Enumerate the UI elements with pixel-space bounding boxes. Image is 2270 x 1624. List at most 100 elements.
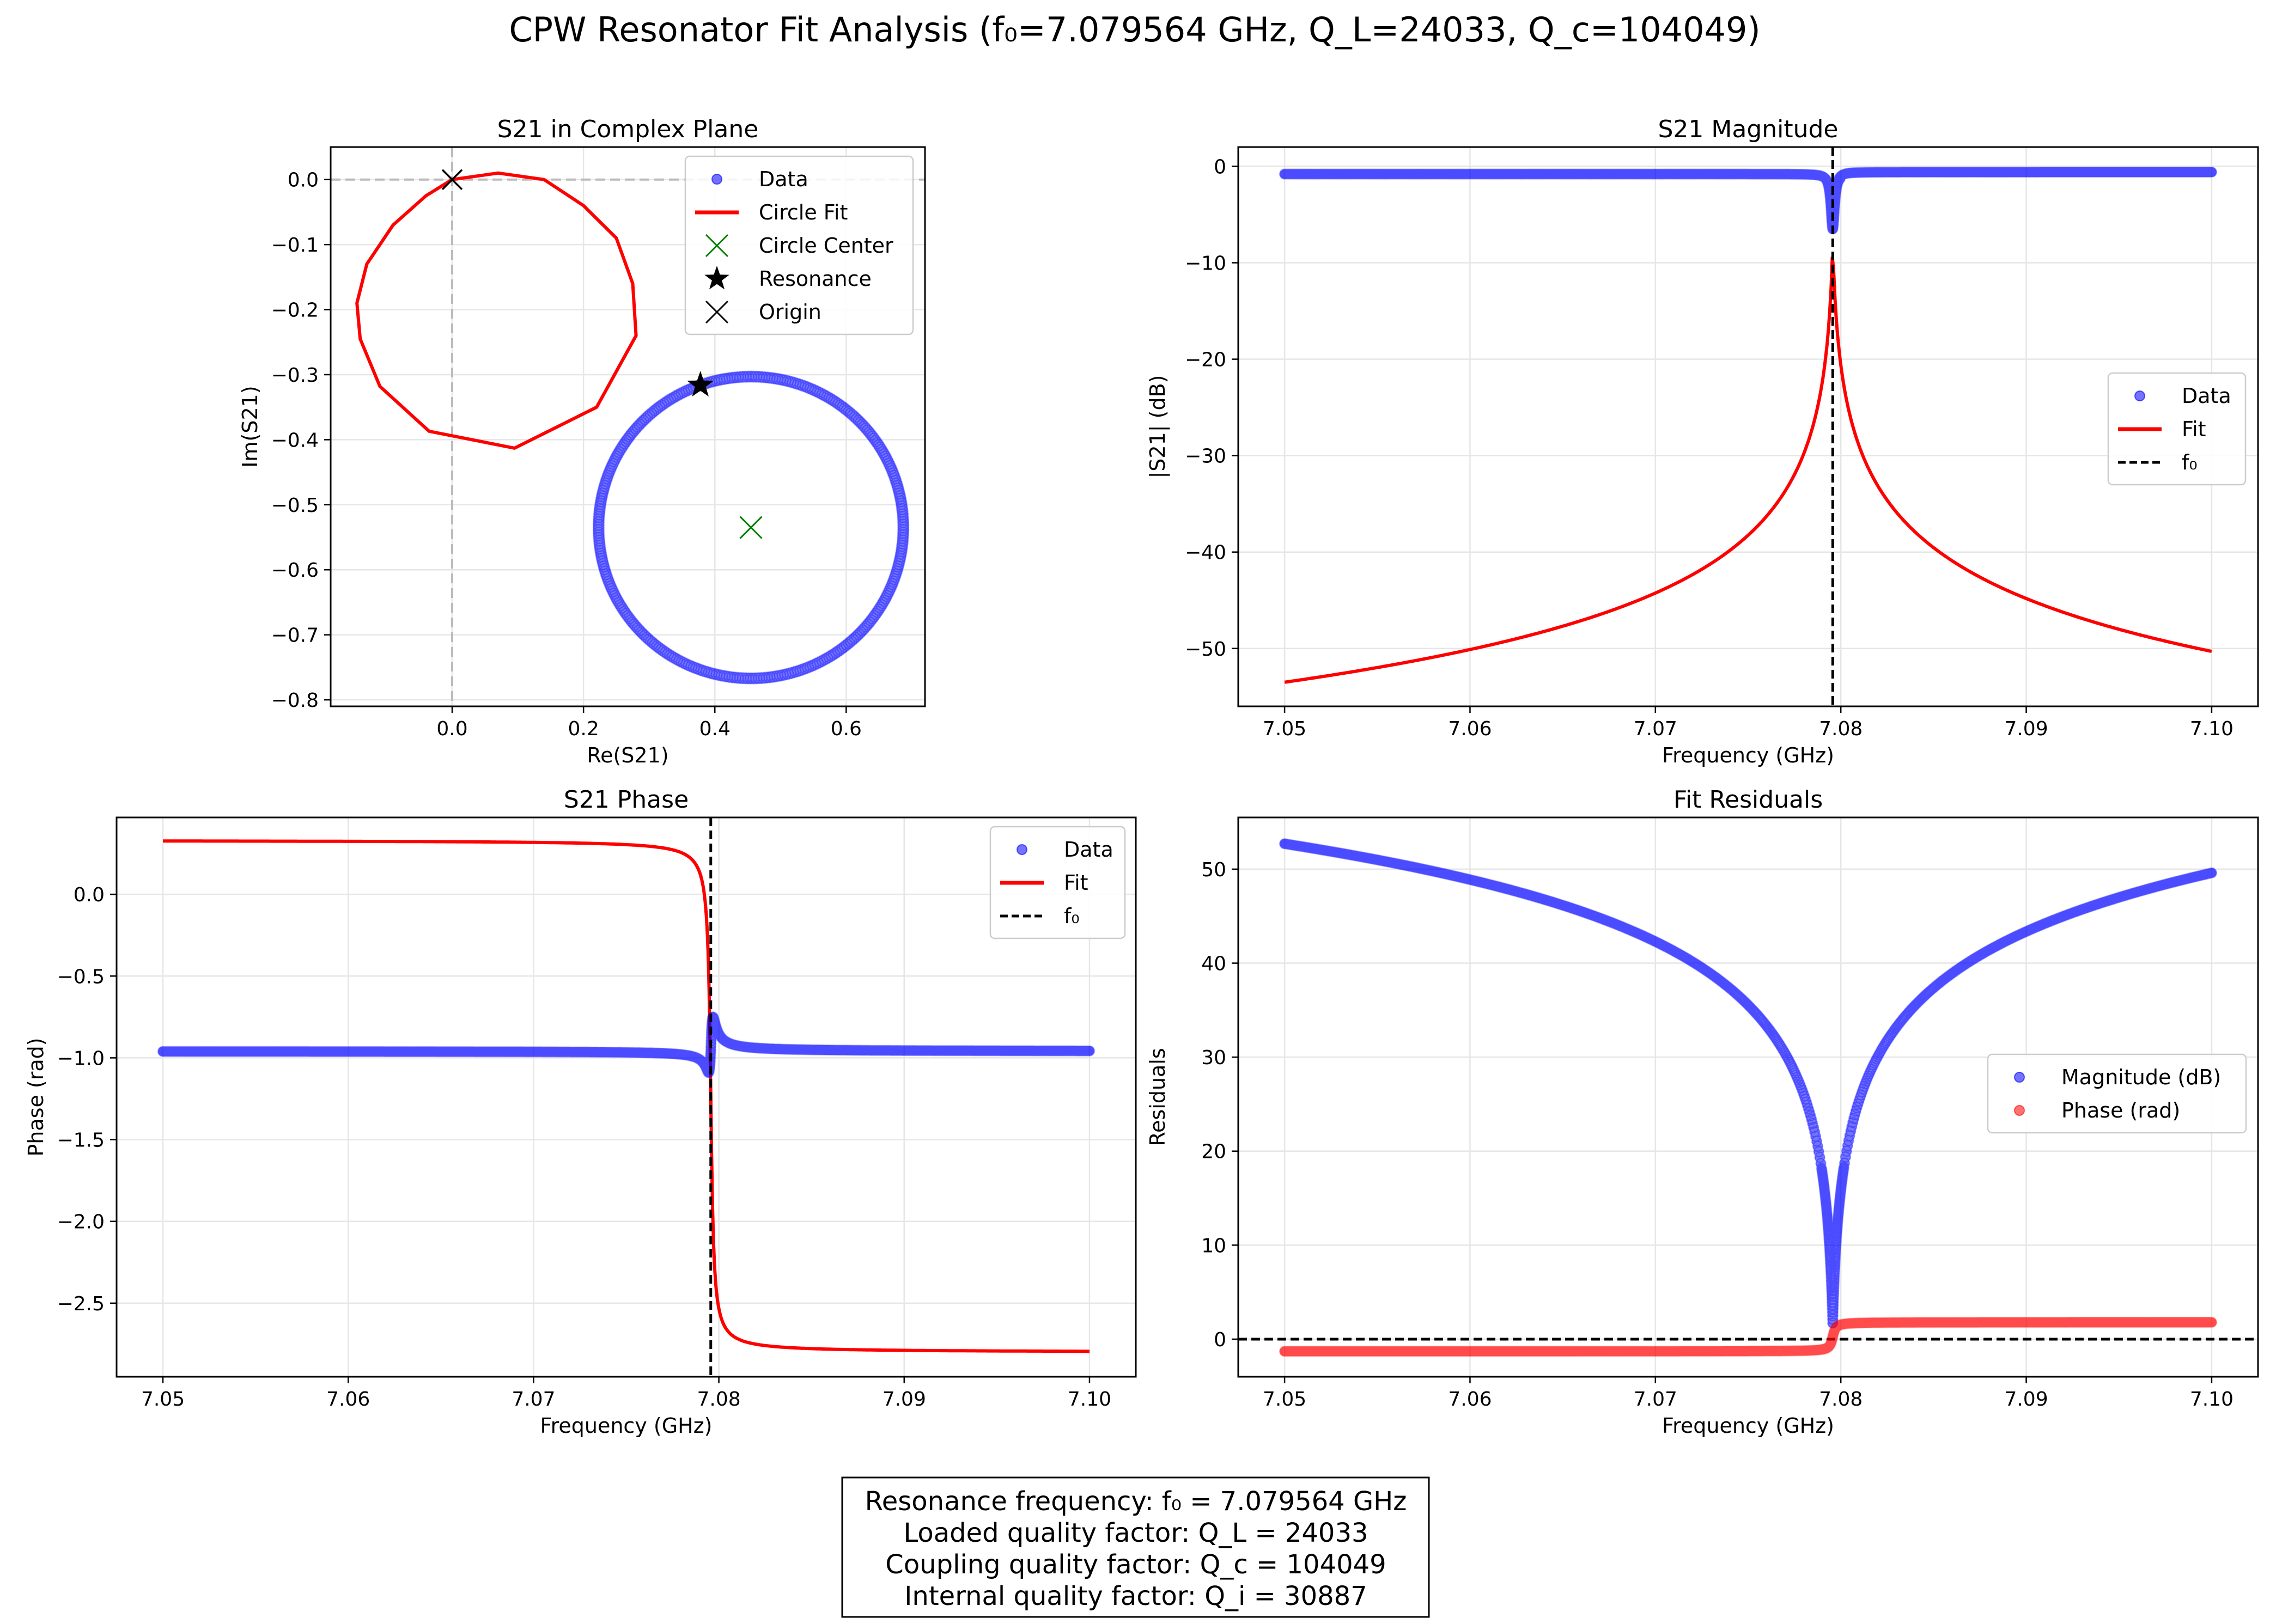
y-tick-label: −30 (1185, 445, 1226, 468)
panel-s21-phase: 7.05 7.06 7.07 7.08 7.09 7.10 0.0 −0.5 −1.0 −1.5 −… (24, 786, 1137, 1438)
y-tick-label: −40 (1185, 542, 1226, 564)
resonance-marker (687, 371, 714, 397)
legend-resonance-label: Resonance (759, 267, 872, 291)
y-tick-label: −0.8 (271, 689, 319, 712)
x-tick-label: 7.06 (326, 1388, 370, 1411)
legend-origin-swatch (705, 300, 729, 324)
y-tick-label: 30 (1201, 1047, 1226, 1069)
y-tick-label: −50 (1185, 638, 1226, 661)
x-tick-label: 7.05 (1263, 1388, 1306, 1411)
x-axis-label: Frequency (GHz) (1662, 743, 1834, 767)
panel-title: S21 Magnitude (1658, 115, 1838, 143)
x-tick-label: 0.4 (699, 718, 731, 740)
y-tick-label: 0.0 (288, 169, 319, 192)
legend-box (1987, 1053, 2247, 1134)
panel-title: Fit Residuals (1673, 786, 1823, 814)
x-tick-label: 7.10 (2190, 718, 2234, 740)
y-tick-label: 40 (1201, 953, 1226, 975)
figure-title: CPW Resonator Fit Analysis (f₀=7.079564 … (509, 10, 1760, 50)
magnitude-residual-points (1279, 838, 2217, 1329)
data-points (157, 1011, 1096, 1078)
legend-magnitude-db-label: Magnitude (dB) (2061, 1065, 2221, 1089)
legend-circle-center-swatch (705, 234, 729, 258)
x-tick-label: 7.10 (1068, 1388, 1111, 1411)
x-tick-label: 7.07 (512, 1388, 555, 1411)
panel-title: S21 in Complex Plane (497, 115, 759, 143)
legend-origin-label: Origin (759, 300, 821, 324)
axes-frame (1237, 816, 2259, 1378)
plot-area (157, 817, 1096, 1377)
legend-marker (705, 300, 729, 324)
panel-s21-magnitude: 7.05 7.06 7.07 7.08 7.09 7.10 0 −10 −20 −30 −40 −50… (1146, 115, 2259, 767)
x-tick-label: 7.05 (1263, 718, 1306, 740)
y-tick-label: −2.5 (57, 1293, 105, 1315)
y-tick-label: 20 (1201, 1141, 1226, 1163)
legend-magnitude-db-swatch (2014, 1072, 2025, 1083)
y-tick-label: −0.5 (57, 966, 105, 988)
x-axis-label: Frequency (GHz) (540, 1414, 712, 1438)
y-tick-label: 0 (1214, 1329, 1226, 1351)
y-tick-label: 0.0 (74, 884, 105, 906)
legend-data-label: Data (2182, 384, 2231, 408)
y-tick-label: −2.0 (57, 1211, 105, 1234)
x-tick-label: 7.08 (697, 1388, 741, 1411)
legend-data-label: Data (759, 167, 808, 191)
x-tick-label: 7.06 (1448, 718, 1492, 740)
x-tick-label: 0.6 (831, 718, 862, 740)
y-tick-label: 0 (1214, 156, 1226, 178)
phase-residual-points (1279, 1317, 2217, 1357)
legend-marker (2134, 390, 2145, 401)
legend-fit-label: Fit (1064, 871, 1088, 895)
x-tick-label: 0.2 (568, 718, 599, 740)
summary-line: Coupling quality factor: Q_c = 104049 (885, 1549, 1386, 1580)
y-axis-label: Im(S21) (238, 386, 262, 467)
y-tick-label: −1.0 (57, 1047, 105, 1070)
y-tick-label: −0.6 (271, 559, 319, 582)
y-axis-label: Phase (rad) (24, 1037, 48, 1156)
legend-marker (2014, 1072, 2025, 1083)
y-tick-label: −0.5 (271, 494, 319, 517)
x-tick-label: 7.09 (2004, 718, 2048, 740)
legend-data-swatch (711, 174, 722, 185)
summary-line: Loaded quality factor: Q_L = 24033 (903, 1518, 1368, 1548)
x-tick-label: 0.0 (436, 718, 467, 740)
panel-complex-plane: 0.0 0.2 0.4 0.6 0.0 −0.1 −0.2 −0.3 −0.4 −0.5 −0.6 −… (238, 115, 926, 767)
circle-center-marker (739, 516, 763, 539)
y-tick-label: −10 (1185, 252, 1226, 274)
legend-phase-rad-label: Phase (rad) (2061, 1098, 2180, 1122)
legend-circle-center-label: Circle Center (759, 234, 893, 258)
summary-box-frame (841, 1476, 1430, 1618)
y-axis-label: Residuals (1146, 1048, 1170, 1146)
legend-marker (704, 266, 729, 290)
panel-title: S21 Phase (564, 786, 689, 814)
legend-data-swatch (1017, 844, 1027, 855)
fit-line (163, 839, 1090, 1353)
axes-frame (330, 146, 926, 707)
legend-marker (2014, 1105, 2025, 1116)
legend-box (684, 155, 914, 335)
data-points (592, 370, 910, 685)
legend-f-label: f₀ (1064, 904, 1080, 928)
panel-fit-residuals: 7.05 7.06 7.07 7.08 7.09 7.10 0 10 20 30 40 50 Fit R… (1146, 786, 2259, 1438)
summary-line: Internal quality factor: Q_i = 30887 (904, 1581, 1367, 1611)
y-tick-label: −0.7 (271, 625, 319, 647)
legend-fit-label: Fit (2182, 417, 2206, 441)
x-tick-label: 7.05 (141, 1388, 185, 1411)
plot-area (1279, 147, 2217, 706)
x-axis-label: Re(S21) (587, 743, 668, 767)
legend-f-label: f₀ (2182, 450, 2198, 474)
x-tick-label: 7.07 (1634, 718, 1677, 740)
x-tick-label: 7.08 (1819, 1388, 1863, 1411)
y-tick-label: −0.3 (271, 364, 319, 387)
y-tick-label: 50 (1201, 859, 1226, 881)
summary-line: Resonance frequency: f₀ = 7.079564 GHz (865, 1486, 1407, 1517)
x-axis-label: Frequency (GHz) (1662, 1414, 1834, 1438)
axes-frame (115, 816, 1137, 1378)
x-tick-label: 7.07 (1634, 1388, 1677, 1411)
data-points (1279, 167, 2217, 235)
fit-line (1284, 257, 2212, 684)
y-tick-label: −0.2 (271, 300, 319, 322)
legend-data-label: Data (1064, 838, 1113, 862)
y-tick-label: −1.5 (57, 1130, 105, 1152)
legend-phase-rad-swatch (2014, 1105, 2025, 1116)
